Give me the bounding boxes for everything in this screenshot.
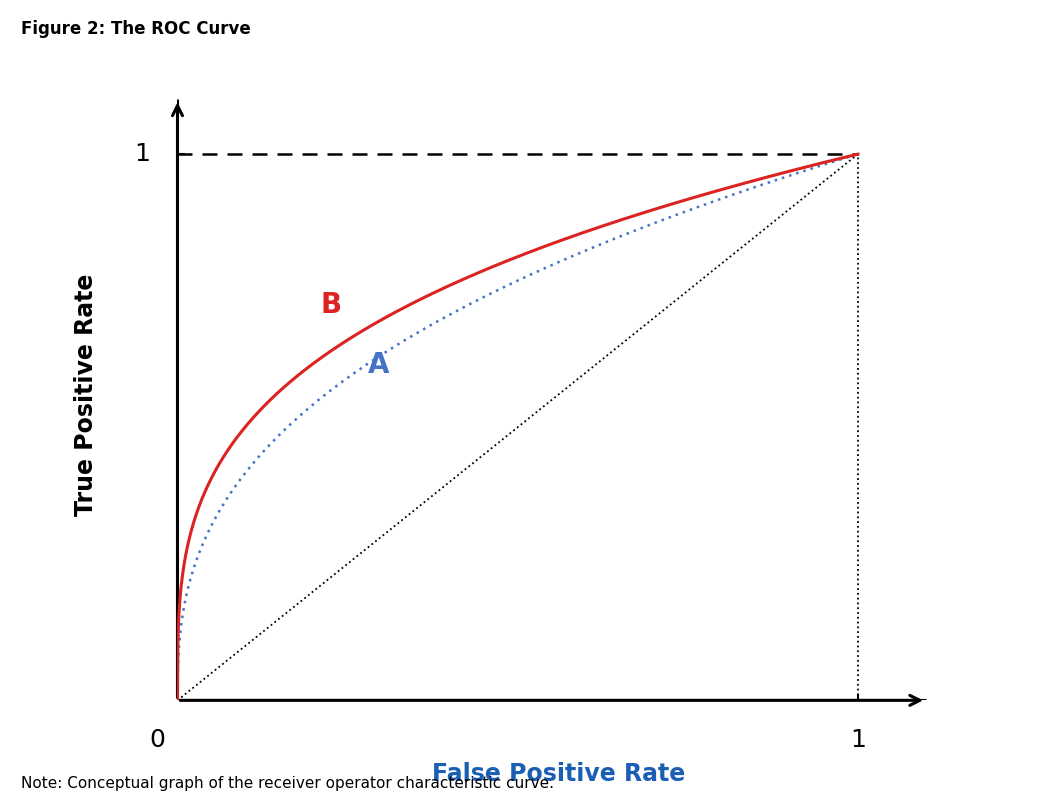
Text: Figure 2: The ROC Curve: Figure 2: The ROC Curve <box>21 20 251 38</box>
Text: True Positive Rate: True Positive Rate <box>74 273 98 516</box>
Text: Note: Conceptual graph of the receiver operator characteristic curve.: Note: Conceptual graph of the receiver o… <box>21 775 554 791</box>
Text: 1: 1 <box>850 728 865 752</box>
Text: 0: 0 <box>149 728 165 752</box>
Text: False Positive Rate: False Positive Rate <box>432 762 685 786</box>
Text: B: B <box>321 291 341 319</box>
Text: 1: 1 <box>135 142 150 166</box>
Text: A: A <box>367 351 389 378</box>
